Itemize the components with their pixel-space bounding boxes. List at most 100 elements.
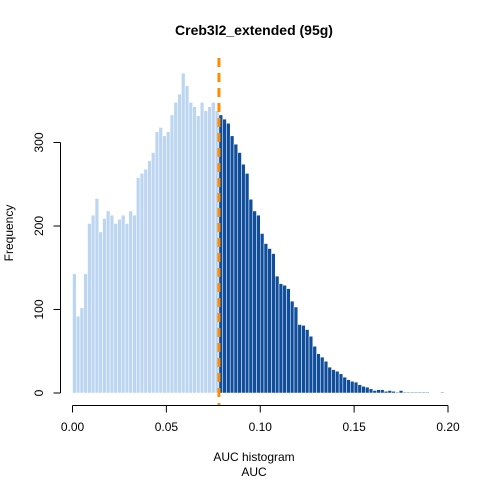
- histogram-bar: [83, 273, 88, 394]
- x-tick-label: 0.20: [436, 420, 460, 434]
- histogram-bar: [241, 163, 246, 394]
- histogram-bar: [387, 390, 392, 394]
- histogram-bar: [222, 118, 227, 394]
- histogram-bar: [244, 173, 250, 394]
- histogram-bar: [233, 143, 238, 394]
- histogram-bar: [421, 391, 426, 394]
- histogram-bar: [113, 223, 118, 394]
- histogram-bar: [188, 102, 193, 394]
- histogram-bar: [252, 210, 257, 394]
- x-tick-label: 0.10: [249, 420, 273, 434]
- x-tick-label: 0.15: [342, 420, 366, 434]
- histogram-bar: [395, 391, 400, 394]
- histogram-bar: [166, 131, 171, 394]
- histogram-bar: [402, 391, 407, 394]
- histogram-bar: [353, 381, 359, 394]
- histogram-bar: [305, 329, 310, 394]
- histogram-bar: [357, 384, 362, 394]
- histogram-bar: [226, 123, 231, 394]
- y-axis-label: Frequency: [2, 205, 16, 262]
- histogram-bar: [335, 371, 340, 394]
- histogram-bar: [237, 152, 242, 394]
- histogram-bar: [173, 102, 178, 394]
- histogram-bar: [308, 335, 314, 394]
- histogram-bar: [316, 353, 321, 394]
- histogram-bar: [406, 391, 411, 394]
- histogram-bar: [297, 324, 302, 394]
- x-axis: 0.00 0.05 0.10 0.15 0.20: [61, 405, 460, 434]
- histogram-bar: [102, 218, 107, 394]
- y-tick-label: 200: [32, 216, 46, 236]
- histogram-bar: [154, 131, 160, 394]
- histogram-bar: [346, 379, 351, 394]
- x-axis-label: AUC histogram: [213, 450, 294, 464]
- y-tick-label: 300: [32, 132, 46, 152]
- histogram-bar: [136, 177, 141, 394]
- histogram-bar: [320, 356, 325, 394]
- x-axis-label-secondary: AUC: [241, 465, 267, 479]
- histogram-bar: [425, 391, 430, 394]
- histogram-bar: [372, 390, 377, 394]
- histogram-bar: [376, 389, 381, 394]
- histogram-bar: [106, 210, 111, 394]
- histogram-bar: [177, 93, 182, 394]
- histogram-bar: [271, 253, 276, 394]
- histogram-bar: [162, 135, 167, 394]
- histogram-bar: [275, 275, 280, 394]
- histogram-bar: [109, 214, 115, 394]
- histogram-bar: [398, 390, 404, 394]
- histogram-bar: [350, 381, 355, 394]
- histogram-bar: [440, 391, 445, 394]
- histogram-bar: [327, 366, 332, 394]
- histogram-bar: [128, 210, 133, 394]
- histogram-bar: [184, 85, 190, 394]
- histogram-bar: [263, 243, 268, 394]
- histogram-bar: [124, 223, 130, 394]
- histogram-bar: [79, 307, 85, 394]
- histogram-bar: [361, 386, 366, 394]
- histogram-bar: [192, 106, 197, 394]
- histogram-bar: [94, 198, 100, 394]
- histogram-bar: [143, 168, 148, 394]
- histogram-bars: [72, 72, 445, 394]
- histogram-bar: [256, 214, 261, 394]
- histogram-bar: [301, 325, 306, 394]
- histogram-bar: [151, 152, 156, 394]
- histogram-bar: [117, 219, 122, 394]
- histogram-bar: [380, 389, 385, 394]
- histogram-bar: [286, 288, 291, 394]
- histogram-bar: [368, 388, 374, 394]
- histogram-bar: [290, 300, 295, 394]
- histogram-bar: [410, 391, 415, 394]
- histogram-bar: [196, 115, 201, 394]
- histogram-bar: [312, 345, 317, 394]
- histogram-bar: [278, 283, 284, 394]
- histogram-bar: [87, 223, 92, 394]
- histogram-bar: [323, 361, 329, 394]
- histogram-bar: [132, 214, 137, 394]
- histogram-bar: [158, 127, 163, 394]
- histogram-bar: [342, 376, 347, 394]
- y-tick-label: 100: [32, 299, 46, 319]
- histogram-bar: [98, 231, 103, 394]
- histogram-bar: [207, 106, 212, 394]
- y-tick-label: 0: [32, 389, 46, 396]
- histogram-bar: [282, 285, 287, 394]
- histogram-bar: [199, 102, 205, 394]
- histogram-bar: [72, 273, 77, 394]
- histogram-bar: [76, 315, 81, 394]
- histogram-bar: [139, 173, 145, 394]
- histogram-bar: [417, 391, 422, 394]
- histogram-bar: [267, 248, 272, 394]
- histogram-bar: [121, 214, 126, 394]
- histogram-bar: [391, 391, 396, 394]
- histogram-bar: [229, 135, 235, 394]
- histogram-bar: [383, 391, 389, 394]
- chart-title: Creb3l2_extended (95g): [175, 22, 333, 38]
- histogram-bar: [338, 373, 344, 394]
- histogram-bar: [331, 369, 336, 394]
- histogram-bar: [260, 233, 265, 394]
- histogram-bar: [211, 102, 216, 394]
- histogram-bar: [181, 72, 186, 394]
